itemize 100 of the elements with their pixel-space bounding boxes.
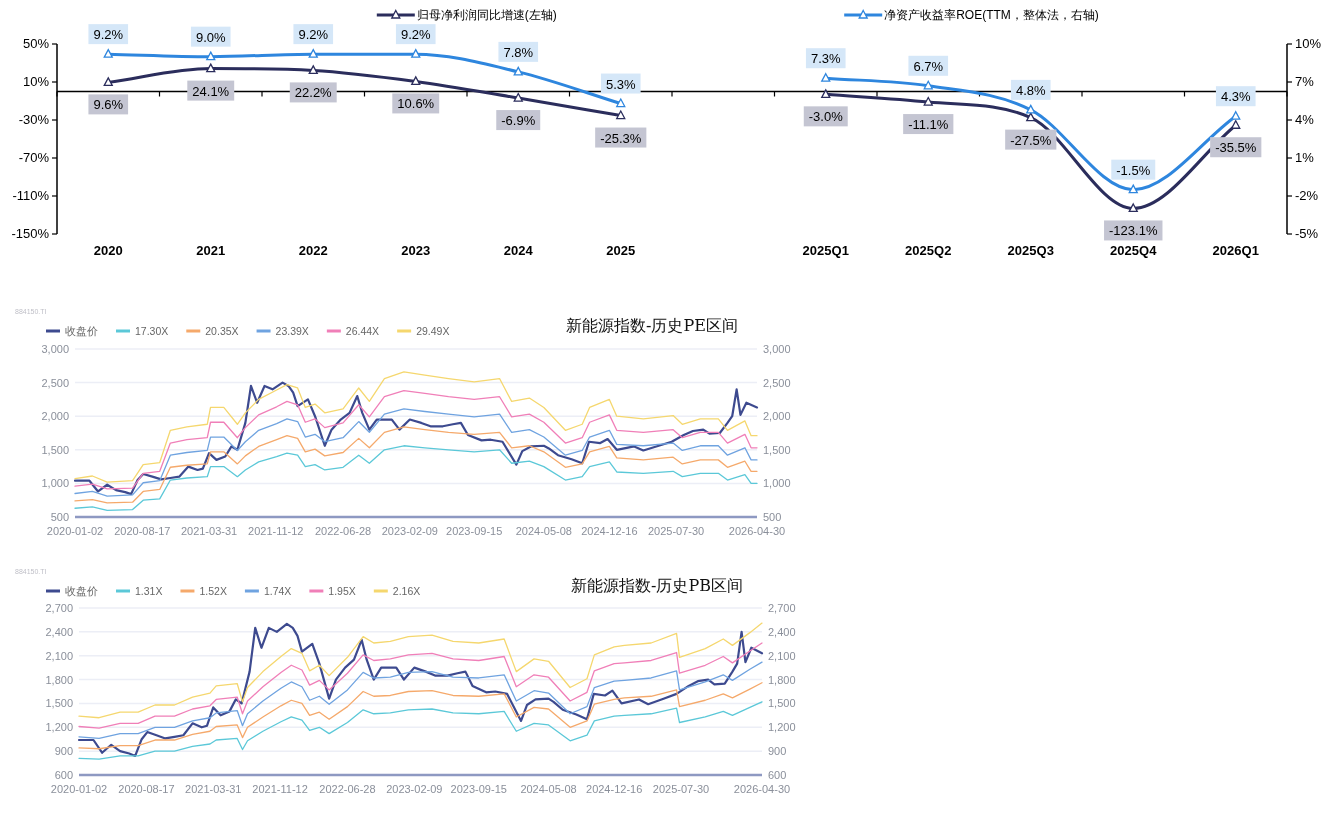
line-series [78,661,763,740]
point [206,51,216,61]
legend-label: 29.49X [416,325,450,337]
x-tick-label: 2025-07-30 [652,783,710,795]
y-tick-label: -150% [11,226,50,241]
point [1026,112,1036,122]
y-tick-label: 2,000 [41,410,69,423]
y-tick-label: 3,000 [41,343,69,355]
legend-label: 归母净利润同比增速(左轴) [416,8,557,22]
y2-tick-label: -5% [1295,226,1319,241]
data-label: 24.1% [192,83,230,99]
x-tick-label: 2025-07-30 [647,525,705,537]
y-tick-label: 2,500 [41,376,69,389]
data-label: 9.2% [400,27,431,43]
y2-tick-label: 1% [1295,150,1315,165]
chart-title: 新能源指数-历史PE区间 [566,316,738,335]
y-tick-label: 1,500 [41,443,69,456]
x-tick-label: 2026-04-30 [728,525,786,537]
data-label: 9.0% [195,29,226,45]
line-series [74,445,758,511]
y-tick-label: -110% [12,188,50,203]
x-tick-label: 2023-02-09 [381,525,438,537]
y2-tick-label: 2,100 [768,649,796,662]
x-tick-label: 2022 [298,243,328,258]
point [821,89,831,98]
point [1231,120,1241,129]
legend-label: 23.39X [275,325,309,337]
point [1128,184,1138,194]
data-label: 22.2% [294,85,333,101]
point [308,48,318,58]
y-tick-label: 500 [50,511,69,523]
x-tick-label: 2023 [401,243,431,258]
legend-label: 净资产收益率ROE(TTM，整体法，右轴) [884,8,1099,22]
y2-tick-label: 7% [1295,74,1315,89]
y-tick-label: -30% [18,112,50,127]
data-label: -25.3% [600,130,642,146]
point [206,63,216,73]
point [103,48,113,58]
y2-tick-label: 3,000 [763,343,791,355]
legend-label: 1.95X [328,585,356,597]
data-label: 10.6% [397,96,435,112]
point [1231,111,1241,120]
line-series [77,622,764,758]
x-tick-label: 2023-02-09 [386,783,443,795]
line-series [74,371,758,483]
x-tick-label: 2020-01-02 [46,525,104,537]
y2-tick-label: 1,500 [768,697,796,710]
x-tick-label: 2025Q2 [905,243,952,258]
point [513,66,523,76]
point [411,48,421,58]
x-tick-label: 2020-08-17 [118,783,175,795]
y-tick-label: 50% [22,36,50,51]
data-label: 6.7% [913,58,944,74]
data-label: 4.8% [1015,82,1046,98]
x-tick-label: 2024-12-16 [586,783,643,795]
x-tick-label: 2021-11-12 [252,783,308,795]
point [1128,203,1138,213]
legend-label: 2.16X [392,585,421,597]
y-tick-label: 1,200 [45,721,73,734]
y2-tick-label: 2,000 [763,410,791,423]
y2-tick-label: 600 [768,769,787,781]
x-tick-label: 2024-05-08 [520,783,577,795]
y-tick-label: 2,700 [45,602,73,614]
line-series [78,642,763,729]
x-tick-label: 2024-05-08 [515,525,572,537]
y-tick-label: -70% [18,150,50,165]
legend-label: 1.52X [199,585,227,597]
y-tick-label: 1,800 [45,673,73,686]
y2-tick-label: 500 [763,511,782,523]
x-tick-label: 2021-03-31 [185,783,242,795]
data-label: -35.5% [1215,140,1257,156]
x-tick-label: 2025Q1 [802,243,849,258]
y2-tick-label: 1,500 [763,443,791,456]
y2-tick-label: 10% [1295,36,1322,51]
point [1026,104,1036,114]
data-label: 7.3% [810,51,841,67]
x-tick-label: 2025Q3 [1007,243,1054,258]
legend-label: 收盘价 [65,585,98,597]
point [103,77,113,87]
y-tick-label: 2,100 [45,649,73,662]
data-label: 9.2% [93,27,124,43]
data-label: 7.8% [503,44,534,60]
y2-tick-label: -2% [1295,188,1319,203]
y-tick-label: 1,500 [45,697,73,710]
line-series [78,701,763,760]
x-tick-label: 2021-11-12 [248,525,304,537]
x-tick-label: 2022-06-28 [319,783,376,795]
x-tick-label: 2025Q4 [1110,243,1158,258]
chart-title: 新能源指数-历史PB区间 [571,576,743,595]
legend-label: 26.44X [345,325,380,337]
y-tick-label: 900 [54,745,73,758]
x-tick-label: 2021-03-31 [180,525,238,537]
y2-tick-label: 900 [768,745,787,758]
x-tick-label: 2020 [93,243,123,258]
y-tick-label: 10% [22,74,50,89]
x-tick-label: 2020-01-02 [50,783,108,795]
data-label: -27.5% [1010,132,1052,148]
point [821,73,831,82]
y-tick-label: 2,400 [45,625,73,638]
x-tick-label: 2024-12-16 [581,525,638,537]
